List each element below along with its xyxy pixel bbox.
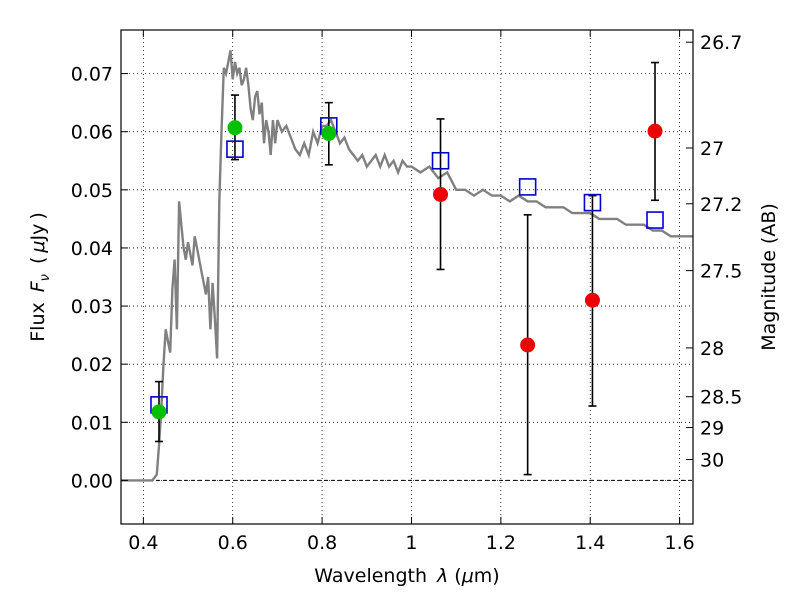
x-axis-label: Wavelength λ (μm) xyxy=(314,565,499,587)
nondetection-point xyxy=(584,292,600,308)
nondetection-points xyxy=(433,123,663,353)
x-axis-ticks: 0.4 0.6 0.8 1 1.2 1.4 1.6 xyxy=(128,30,695,554)
model-square xyxy=(583,193,602,212)
model-square xyxy=(518,178,537,196)
x-tick-label: 1.2 xyxy=(486,532,516,554)
y-tick-label: 0.02 xyxy=(71,354,113,376)
x-label-var: λ xyxy=(436,565,448,587)
right-tick-label: 27.2 xyxy=(700,194,742,216)
y-label-close: ) xyxy=(27,212,49,219)
right-tick-label: 26.7 xyxy=(700,32,742,54)
x-tick-label: 1.4 xyxy=(575,532,605,554)
model-square xyxy=(431,151,450,170)
y-label-word: Flux xyxy=(27,302,49,342)
y-label-unit: Jy xyxy=(27,224,49,242)
model-square xyxy=(646,211,664,229)
x-tick-label: 0.6 xyxy=(218,532,248,554)
template-spectrum-line xyxy=(121,50,693,482)
y-label-mu: μ xyxy=(27,241,49,254)
detection-point xyxy=(321,125,337,141)
y-label-sub: ν xyxy=(38,274,53,281)
right-axis-label: Magnitude (AB) xyxy=(758,203,780,351)
right-tick-label: 27 xyxy=(700,138,724,160)
y-tick-label: 0.06 xyxy=(71,122,113,144)
x-label-unit: m) xyxy=(474,565,500,587)
x-tick-label: 1 xyxy=(405,532,417,554)
x-tick-label: 0.8 xyxy=(307,532,337,554)
nondetection-point xyxy=(647,123,663,139)
y-label-open: ( xyxy=(27,257,49,264)
plot-frame xyxy=(120,29,694,525)
right-tick-label: 27.5 xyxy=(700,261,742,283)
nondetection-point xyxy=(433,186,449,202)
y-tick-label: 0.03 xyxy=(71,296,113,318)
y-tick-label: 0.04 xyxy=(71,238,113,260)
detection-points xyxy=(151,120,337,420)
y-tick-label: 0.00 xyxy=(71,470,113,492)
nondetection-point xyxy=(520,337,536,353)
x-label-word: Wavelength xyxy=(314,565,427,587)
model-square xyxy=(226,140,244,158)
y-tick-label: 0.07 xyxy=(71,64,113,86)
right-tick-label: 29 xyxy=(700,418,724,440)
right-tick-label: 28.5 xyxy=(700,387,742,409)
y-axis-label: Flux Fν ( μJy) xyxy=(27,212,53,342)
detection-point xyxy=(227,120,243,136)
model-flux-squares xyxy=(150,117,664,414)
right-axis-ticks: 26.7 27 27.2 27.5 28 28.5 29 30 xyxy=(686,32,742,471)
y-tick-label: 0.01 xyxy=(71,412,113,434)
x-label-mu: μ xyxy=(461,565,474,587)
y-label-var: F xyxy=(27,280,49,292)
right-tick-label: 30 xyxy=(700,449,724,471)
right-tick-label: 28 xyxy=(700,338,724,360)
y-tick-label: 0.05 xyxy=(71,180,113,202)
grid xyxy=(121,30,693,524)
x-tick-label: 0.4 xyxy=(128,532,158,554)
detection-point xyxy=(151,404,167,420)
x-tick-label: 1.6 xyxy=(664,532,694,554)
y-axis-ticks: 0.00 0.01 0.02 0.03 0.04 0.05 0.06 0.07 xyxy=(71,64,128,492)
x-label-open: ( xyxy=(454,565,461,587)
